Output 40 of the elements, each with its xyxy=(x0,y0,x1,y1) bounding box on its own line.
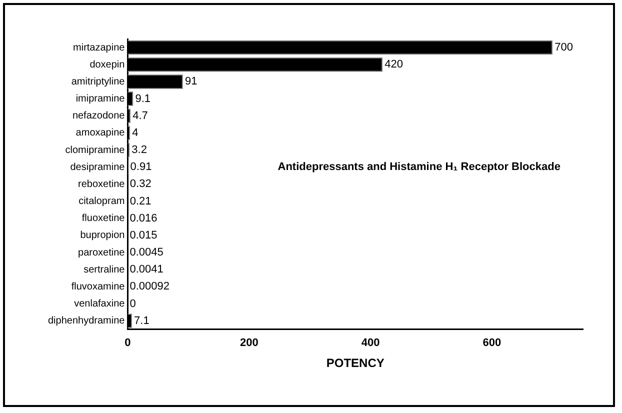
y-tick-label: paroxetine xyxy=(78,247,126,258)
x-tick-label: 0 xyxy=(124,337,131,350)
y-tick-label: mirtazapine xyxy=(73,42,126,54)
y-tick-label: imipramine xyxy=(76,94,126,105)
data-label: 9.1 xyxy=(135,92,151,105)
data-label: 0.21 xyxy=(130,195,152,208)
y-tick-label: sertraline xyxy=(84,264,126,276)
x-tick-label: 200 xyxy=(240,337,258,350)
data-label: 4.7 xyxy=(132,110,148,122)
y-tick-label: amitriptyline xyxy=(71,76,126,88)
y-tick-label: clomipramine xyxy=(65,144,126,156)
annotation: Antidepressants and Histamine H₁ Receptor Blockade xyxy=(278,160,560,173)
data-label: 4 xyxy=(132,126,138,139)
y-tick-label: doxepin xyxy=(90,59,125,70)
y-tick-label: fluoxetine xyxy=(82,213,126,224)
y-tick-label: diphenhydramine xyxy=(48,316,126,327)
data-label: 0.91 xyxy=(130,161,152,174)
y-tick-label: desipramine xyxy=(70,162,126,173)
y-tick-label: amoxapine xyxy=(76,128,126,139)
data-label: 3.2 xyxy=(132,144,147,156)
x-tick-label: 600 xyxy=(482,337,502,350)
data-label: 700 xyxy=(554,42,574,54)
data-label: 7.1 xyxy=(134,314,150,327)
data-label: 0.0045 xyxy=(130,246,164,259)
y-tick-label: nefazodone xyxy=(72,110,126,122)
y-tick-label: venlafaxine xyxy=(74,298,126,310)
data-label: 0.015 xyxy=(130,229,158,242)
x-tick-label: 400 xyxy=(361,337,380,350)
data-label: 0.00092 xyxy=(130,280,170,293)
y-tick-label: bupropion xyxy=(80,230,125,242)
data-label: 0.016 xyxy=(130,212,158,224)
data-label: 0.0041 xyxy=(130,264,164,276)
y-tick-label: reboxetine xyxy=(78,178,126,190)
data-label: 91 xyxy=(184,76,198,88)
data-label: 0.32 xyxy=(130,178,152,190)
data-label: 0 xyxy=(130,298,136,310)
data-label: 420 xyxy=(384,58,404,71)
y-tick-label: fluvoxamine xyxy=(71,281,126,292)
x-axis-title: POTENCY xyxy=(326,356,384,370)
y-tick-label: citalopram xyxy=(78,196,125,208)
